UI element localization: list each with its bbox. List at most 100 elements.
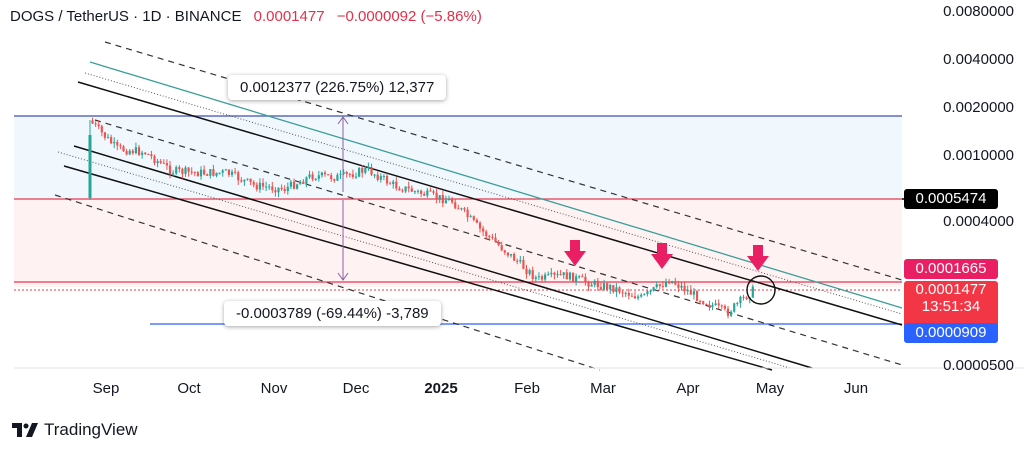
candle-body [398,188,401,191]
candle-body [125,151,128,155]
price-tag-black[interactable]: 0.0005474 [904,189,998,209]
candle-body [131,150,134,154]
price-tag-blue[interactable]: 0.0000909 [904,323,998,343]
price-tag-pink[interactable]: 0.0001665 [904,259,998,279]
candle-body [671,281,674,284]
measure-label-lower[interactable]: -0.0003789 (-69.44%) -3,789 [224,301,441,326]
candle-body [475,219,479,223]
candle-body [206,174,209,176]
candle-body [212,169,215,176]
candle-series [91,117,754,319]
candle-body [193,171,196,173]
candle-body [528,270,531,274]
channel-dotted-1[interactable] [84,72,903,315]
candle-body [348,173,351,175]
candle-body [370,167,373,175]
channel-teal[interactable] [89,61,903,309]
time-axis-label: Sep [92,380,120,397]
candle-body [646,291,649,295]
channel-solid-3[interactable] [63,165,773,371]
candle-body [633,296,637,299]
brand-name: TradingView [44,420,138,439]
candle-body [234,171,237,173]
candle-body [429,190,432,192]
candle-body [720,305,723,307]
candle-body [661,285,665,287]
measure-arrowhead-lower [337,272,349,281]
candle-body [150,154,153,157]
candle-body [410,188,413,192]
candle-body [184,167,187,174]
candle-body [739,296,742,304]
candle-body [695,291,699,302]
candle-body [280,187,283,190]
tradingview-brand[interactable]: TradingView [12,420,138,440]
candle-body [255,184,258,190]
candle-body [392,181,395,185]
candle-body [736,303,739,305]
candle-body [423,193,426,196]
candle-body [162,162,165,164]
candle-body [593,280,596,285]
down-arrow-icon [747,245,769,271]
highlight-circle[interactable] [746,275,776,305]
candle-body [615,287,618,293]
candle-body [482,228,485,232]
candle-body [469,216,472,218]
candle-body [500,245,503,251]
channel-solid-2[interactable] [73,145,813,369]
candle-body [664,281,668,287]
candle-body [258,182,262,190]
candle-body [196,172,200,177]
last-price-value: 0.0001477 [253,8,325,25]
candle-body [621,292,624,294]
time-axis-label: Mar [590,380,616,397]
candle-body [516,260,519,262]
channel-dashed-top[interactable] [104,41,903,281]
candle-body [252,182,255,185]
candle-body [599,287,603,290]
channel-dotted-2[interactable] [57,151,791,369]
candle-body [339,173,342,175]
channel-dashed-bottom[interactable] [54,194,601,371]
price-tag-last-value: 0.0001477 [915,281,987,298]
candle-body [221,170,224,173]
candle-body [711,305,714,307]
candle-body [116,141,119,146]
measure-label-upper[interactable]: 0.0012377 (226.75%) 12,377 [228,75,447,100]
candle-body [119,145,122,147]
candle-body [630,295,634,297]
candle-body [643,294,646,296]
tradingview-logo-icon [12,423,38,437]
candle-body [246,178,249,180]
channel-solid-1[interactable] [77,81,903,326]
candle-body [103,132,107,138]
candle-body [240,180,243,182]
candle-body [606,283,609,290]
time-axis-label: Feb [514,380,540,397]
time-axis-label: 2025 [424,380,458,397]
candle-body [562,272,565,276]
candle-body [218,172,221,174]
candle-body [336,174,339,181]
candle-body [584,277,587,283]
candle-body [677,284,680,288]
candle-body [358,167,361,177]
candle-body [438,195,441,199]
candle-body [494,237,497,243]
candle-body [147,153,150,155]
candle-body [556,274,559,276]
candle-body [364,167,367,173]
candle-body [444,200,448,204]
time-axis-label: Nov [260,380,288,397]
candle-body [426,190,429,196]
candle-body [190,171,193,173]
candle-body [354,176,358,178]
symbol-title[interactable]: DOGS / TetherUS · 1D · BINANCE [10,8,242,25]
candle-body [110,137,113,144]
candle-body [488,236,491,238]
candle-body [519,259,522,262]
candle-body [618,287,621,293]
candle-body [602,283,606,290]
